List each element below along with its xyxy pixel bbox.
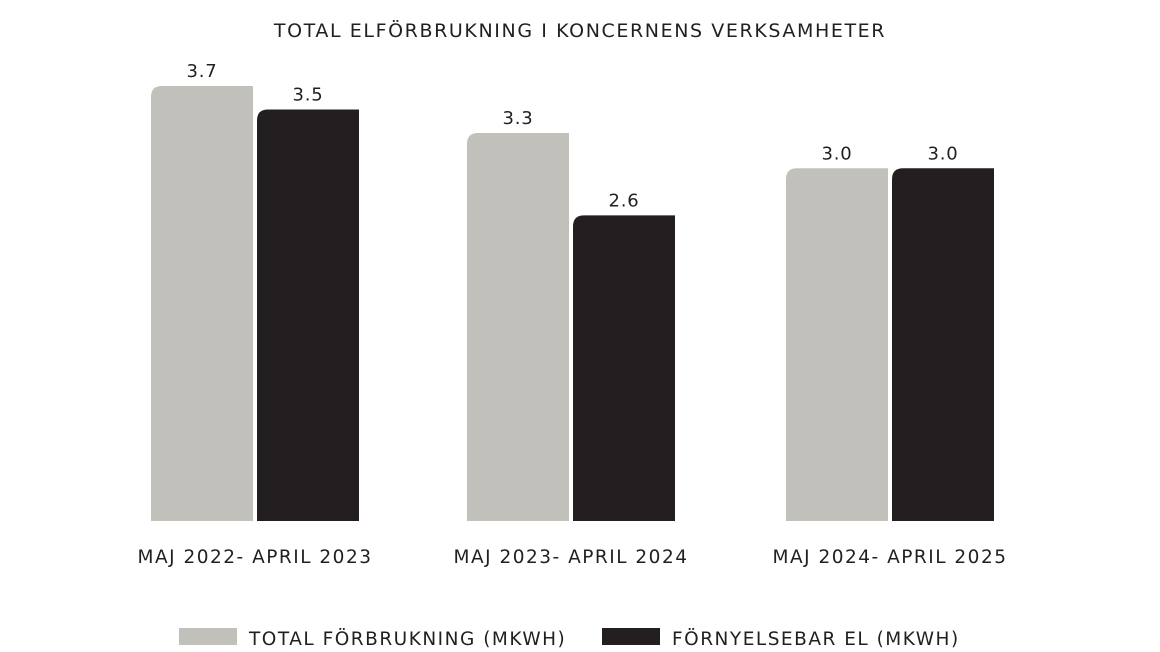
chart-title: TOTAL ELFÖRBRUKNING I KONCERNENS VERKSAM… (273, 19, 886, 42)
legend-swatch-renewable (602, 628, 660, 645)
value-label-renewable-2: 2.6 (608, 190, 639, 211)
category-label-2: MAJ 2023- APRIL 2024 (454, 547, 689, 568)
bars-layer (151, 86, 994, 521)
category-labels: MAJ 2022- APRIL 2023 MAJ 2023- APRIL 2024… (138, 547, 1008, 568)
category-label-3: MAJ 2024- APRIL 2025 (773, 547, 1008, 568)
legend-label-total: TOTAL FÖRBRUKNING (MKWH) (248, 628, 566, 650)
bar-renewable-1 (257, 109, 359, 521)
value-label-renewable-1: 3.5 (292, 85, 323, 106)
legend: TOTAL FÖRBRUKNING (MKWH) FÖRNYELSEBAR EL … (179, 628, 960, 650)
value-label-total-2: 3.3 (502, 108, 533, 129)
bar-total-2 (467, 133, 569, 521)
value-label-total-3: 3.0 (821, 143, 852, 164)
bar-total-1 (151, 86, 253, 521)
bar-renewable-2 (573, 215, 675, 521)
value-labels: 3.7 3.5 3.3 2.6 3.0 3.0 (186, 61, 958, 211)
value-label-total-1: 3.7 (186, 61, 217, 82)
category-label-1: MAJ 2022- APRIL 2023 (138, 547, 373, 568)
legend-swatch-total (179, 628, 237, 645)
bar-total-3 (786, 168, 888, 521)
bar-renewable-3 (892, 168, 994, 521)
value-label-renewable-3: 3.0 (927, 143, 958, 164)
legend-label-renewable: FÖRNYELSEBAR EL (MKWH) (672, 628, 960, 650)
